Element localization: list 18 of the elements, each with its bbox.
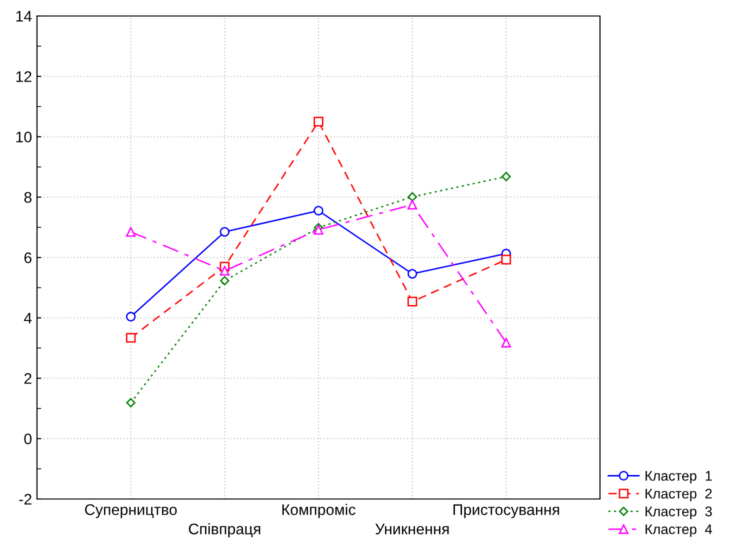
x-tick-label: Співпраця <box>188 523 260 538</box>
x-tick-label: Суперництво <box>85 504 177 518</box>
y-tick-label: 8 <box>24 192 32 203</box>
legend-label: Кластер 1 <box>646 471 712 484</box>
y-tick-label: 6 <box>24 252 32 264</box>
x-tick-label: Пристосування <box>453 504 560 518</box>
y-tick-label: 14 <box>16 11 32 22</box>
y-tick-label: 0 <box>24 433 32 444</box>
legend-label: Кластер 4 <box>646 524 712 537</box>
legend-label: Кластер 2 <box>646 488 712 502</box>
legend-label: Кластер 3 <box>646 506 712 520</box>
y-tick-label: 12 <box>16 71 32 82</box>
y-tick-label: 2 <box>24 373 32 384</box>
y-tick-label: -2 <box>19 494 32 505</box>
y-tick-label: 4 <box>24 312 32 324</box>
y-tick-label: 10 <box>16 132 32 142</box>
x-tick-label: Компроміс <box>282 504 356 518</box>
x-tick-label: Уникнення <box>375 524 449 534</box>
